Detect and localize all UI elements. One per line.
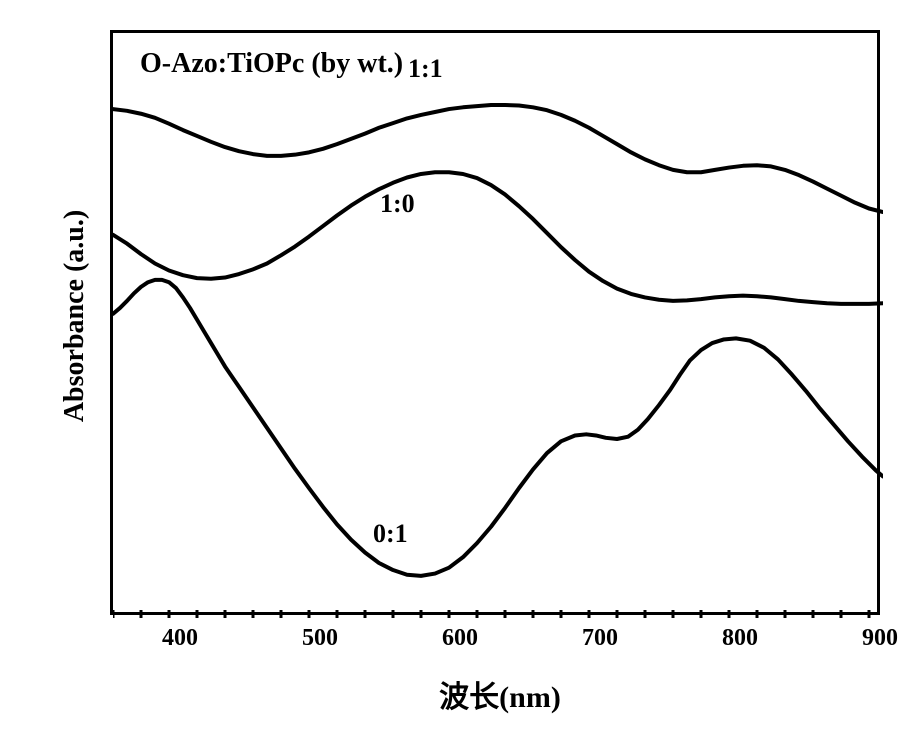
figure: Absorbance (a.u.) O-Azo:TiOPc (by wt.) 1… — [0, 0, 913, 735]
series-label-1:0: 1:0 — [380, 189, 415, 219]
x-tick-label: 800 — [715, 625, 765, 652]
x-axis-label: 波长(nm) — [400, 672, 600, 716]
x-tick-label: 900 — [855, 625, 905, 652]
plot-svg — [113, 33, 883, 618]
plot-area — [110, 30, 880, 615]
series-label-0:1: 0:1 — [373, 519, 408, 549]
x-tick-label: 600 — [435, 625, 485, 652]
y-axis-label: Absorbance (a.u.) — [59, 166, 91, 466]
series-label-1:1: 1:1 — [408, 54, 443, 84]
series-1:1 — [113, 105, 883, 212]
series-0:1 — [113, 280, 883, 576]
x-tick-label: 400 — [155, 625, 205, 652]
legend-text: O-Azo:TiOPc (by wt.) — [140, 48, 403, 80]
x-tick-label: 700 — [575, 625, 625, 652]
x-tick-label: 500 — [295, 625, 345, 652]
series-1:0 — [113, 172, 883, 304]
